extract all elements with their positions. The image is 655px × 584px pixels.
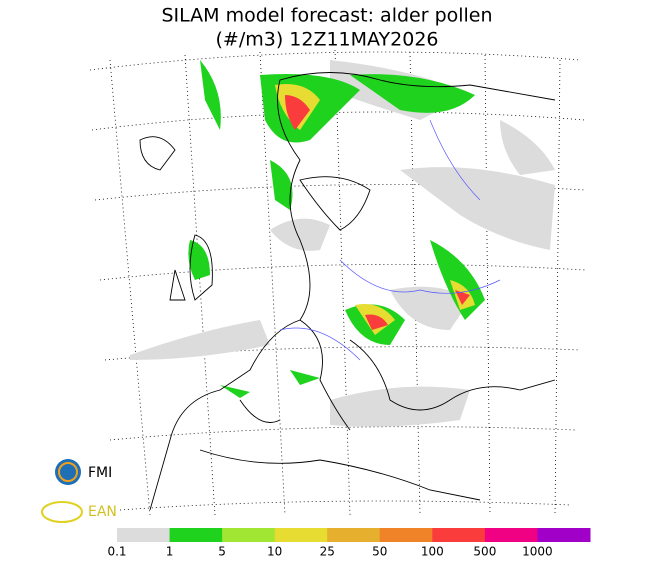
map — [89, 49, 586, 516]
legend-swatch — [537, 528, 591, 542]
legend-label: 1 — [166, 545, 174, 559]
legend-label: 100 — [421, 545, 444, 559]
legend: 0.1 1 5 10 25 50 100 500 1000 — [107, 528, 591, 559]
logos: FMI EAN — [41, 459, 117, 523]
title: SILAM model forecast: alder pollen — [161, 5, 492, 27]
ean-logo: EAN — [88, 504, 117, 520]
fmi-logo: FMI — [88, 465, 112, 481]
legend-swatch — [117, 528, 171, 542]
legend-swatch — [169, 528, 223, 542]
legend-swatch — [327, 528, 381, 542]
legend-label: 25 — [320, 545, 335, 559]
legend-label: 5 — [218, 545, 226, 559]
legend-label: 500 — [473, 545, 496, 559]
fmi-icon-ring — [58, 462, 78, 482]
ean-icon — [41, 501, 83, 523]
legend-label: 50 — [372, 545, 387, 559]
legend-swatch — [432, 528, 486, 542]
legend-label: 1000 — [522, 545, 553, 559]
legend-label: 10 — [267, 545, 282, 559]
subtitle: (#/m3) 12Z11MAY2026 — [215, 29, 438, 51]
legend-label: 0.1 — [107, 545, 126, 559]
legend-swatch — [274, 528, 328, 542]
legend-swatch — [222, 528, 276, 542]
legend-swatch — [379, 528, 433, 542]
legend-swatch — [484, 528, 538, 542]
